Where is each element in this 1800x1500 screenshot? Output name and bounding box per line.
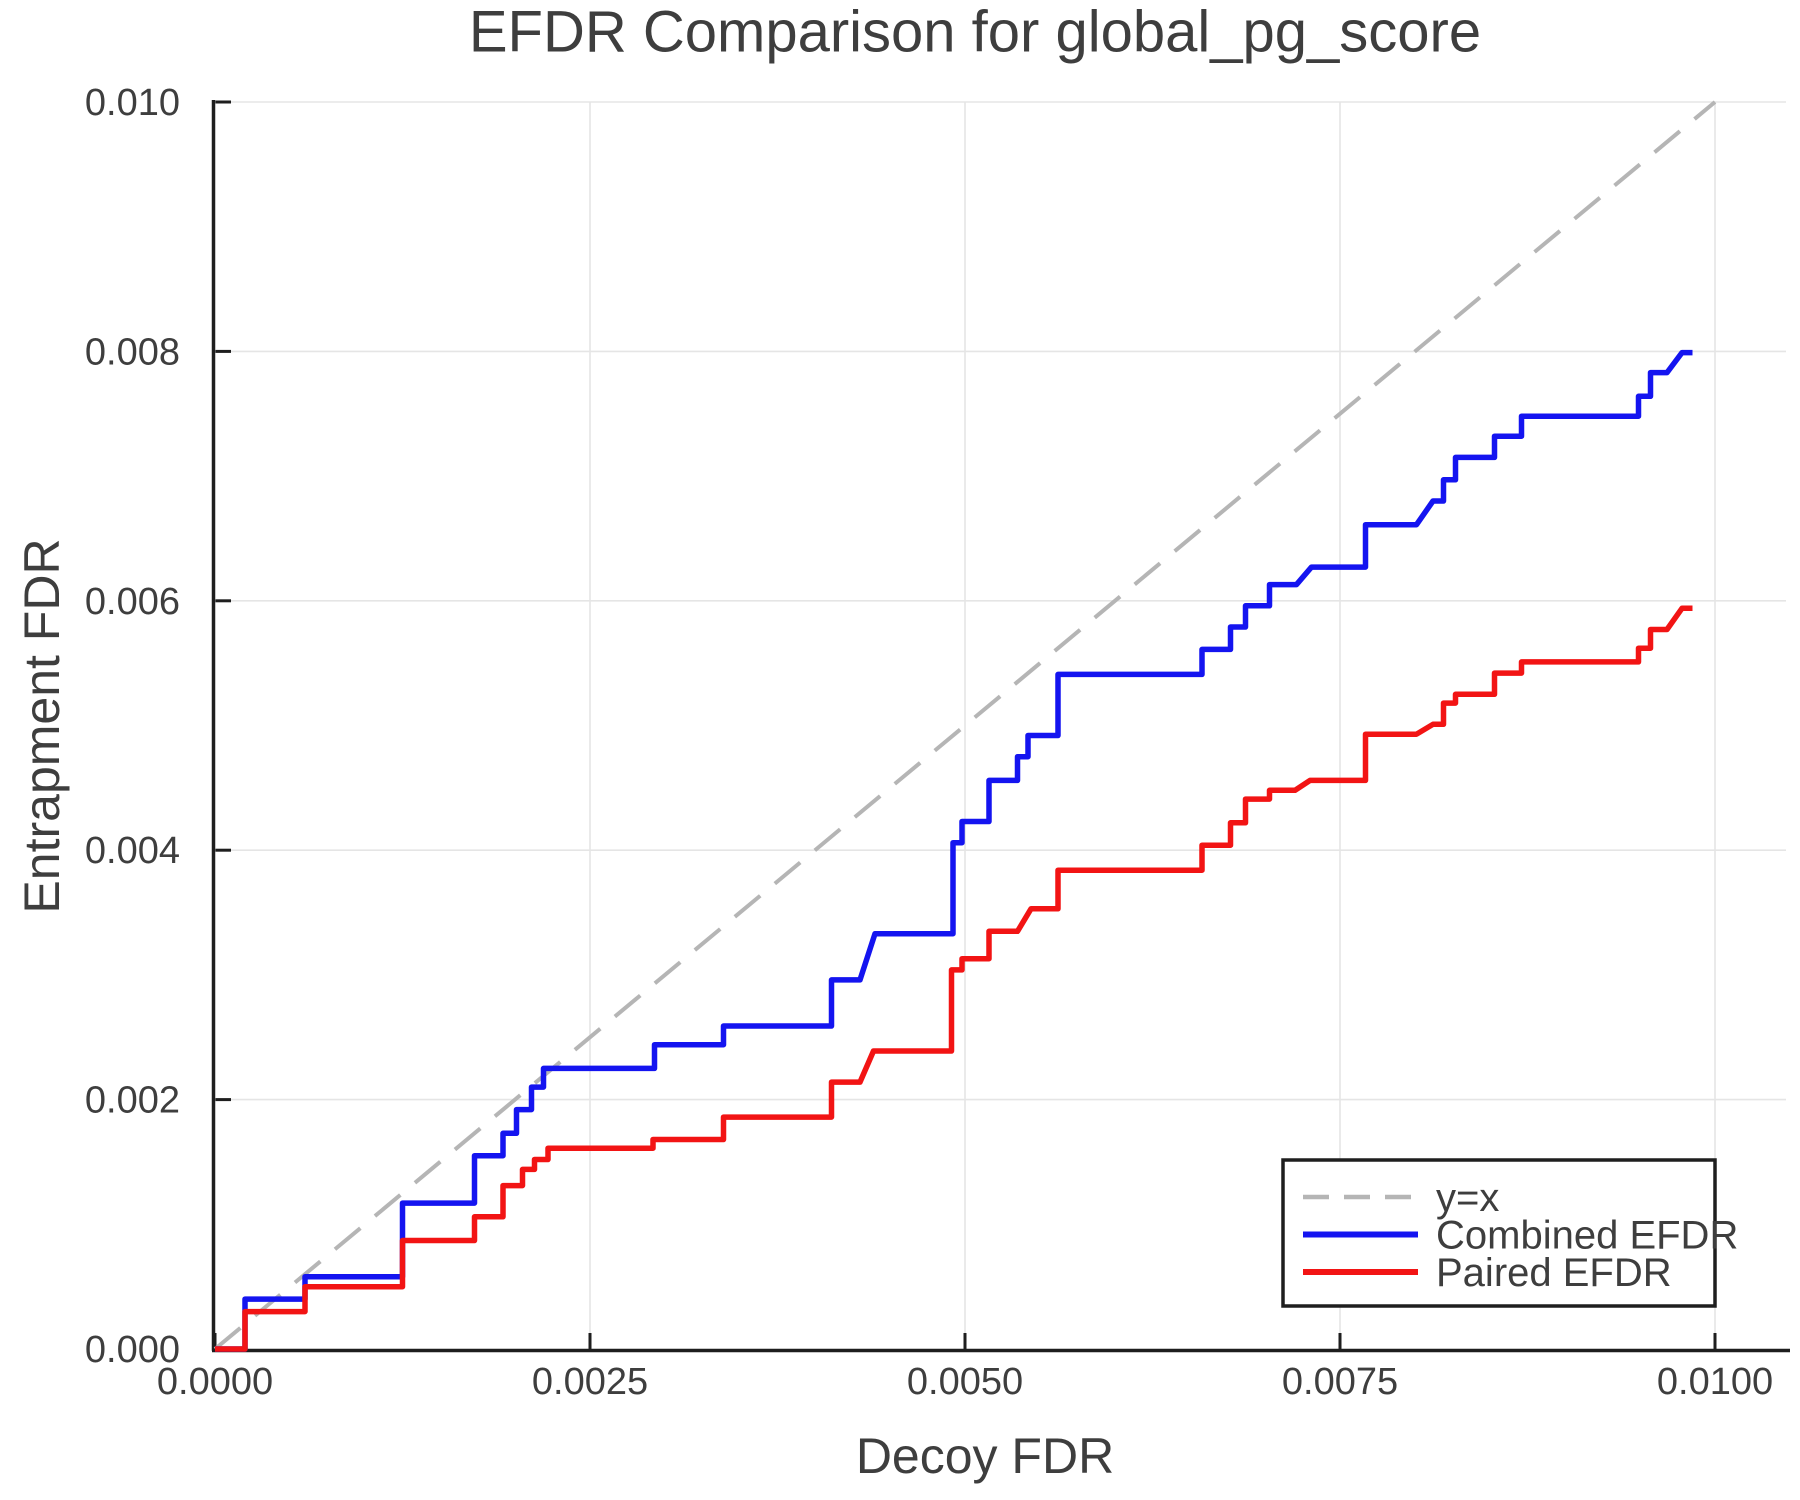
y-tick-label: 0.002 <box>85 1080 180 1122</box>
x-tick-label: 0.0100 <box>1657 1361 1773 1403</box>
x-tick-label: 0.0000 <box>157 1361 273 1403</box>
x-axis-label: Decoy FDR <box>855 1428 1115 1484</box>
series-line-combined-efdr <box>215 349 1693 1352</box>
y-tick-label: 0.004 <box>85 830 180 872</box>
legend-label: y=x <box>1436 1176 1499 1220</box>
x-tick-label: 0.0050 <box>907 1361 1023 1403</box>
legend-label: Paired EFDR <box>1436 1251 1672 1295</box>
series-line-paired-efdr <box>215 605 1693 1352</box>
x-tick-label: 0.0075 <box>1282 1361 1398 1403</box>
y-axis-label: Entrapment FDR <box>14 538 70 914</box>
y-tick-label: 0.010 <box>85 82 180 124</box>
series-line-y-x <box>213 100 1717 1351</box>
legend-label: Combined EFDR <box>1436 1214 1738 1258</box>
y-tick-label: 0.008 <box>85 331 180 373</box>
y-tick-label: 0.000 <box>85 1329 180 1371</box>
y-tick-label: 0.006 <box>85 581 180 623</box>
x-tick-label: 0.0025 <box>532 1361 648 1403</box>
chart-title: EFDR Comparison for global_pg_score <box>468 0 1482 65</box>
